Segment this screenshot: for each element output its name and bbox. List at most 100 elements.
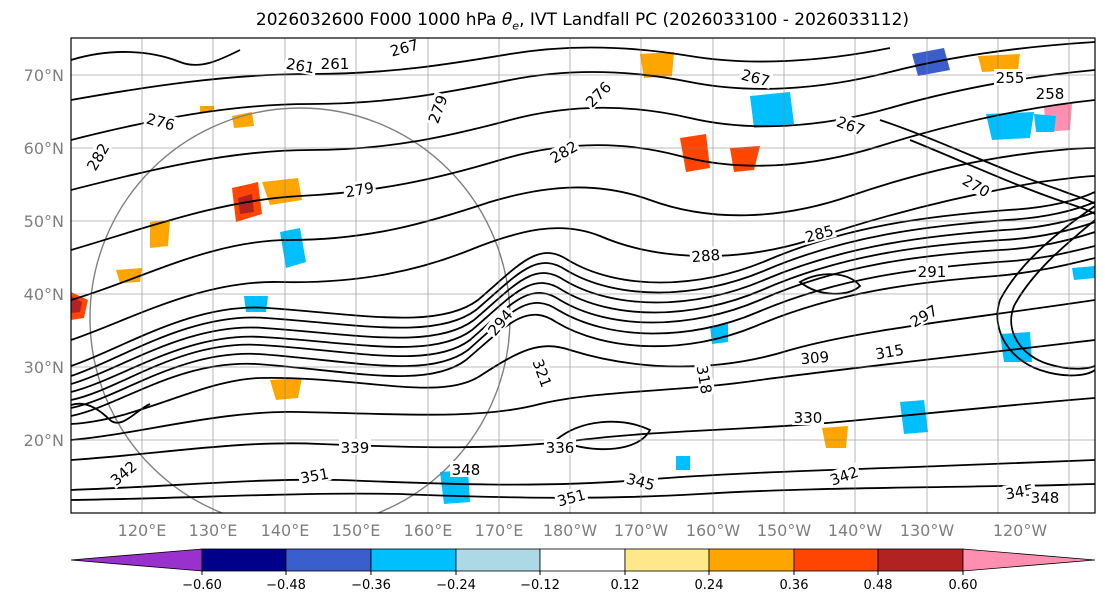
anomaly-patch [900,400,928,434]
contour-label: 258 [1036,85,1065,103]
graticule [71,38,1095,513]
contour-line [1010,219,1095,370]
contour-label-background [798,347,832,367]
contour-line [71,339,1095,441]
contour-label: 318 [693,364,716,395]
contour-line [71,175,1095,341]
anomaly-patch [232,112,254,128]
contour-label: 348 [1031,489,1060,507]
contour-label: 348 [452,461,481,479]
contour-line [71,46,891,101]
contour-line [71,41,1095,141]
lat-label: 50°N [24,212,64,231]
contour-line [71,49,241,66]
contour-label: 336 [546,439,575,457]
contour-label: 261 [285,55,316,78]
anomaly-patch [150,220,170,248]
lon-label: 150°E [332,521,381,540]
contour-label-background [529,355,556,391]
contour-label-background [339,439,371,455]
colorbar-tick-label: −0.36 [351,578,391,593]
contour-line [71,221,1095,393]
anomaly-patch [270,378,302,400]
lon-label: 160°W [686,521,741,540]
contour-line [71,483,1095,501]
contour-label-background [545,136,582,167]
contour-line [71,299,1095,425]
contour-label-background [105,456,141,490]
map-title: 2026032600 F000 1000 hPa θe, IVT Landfal… [0,10,1105,32]
colorbar [70,548,1096,572]
contour-label-background [319,55,351,71]
title-subscript: e [512,19,520,33]
anomaly-patch [1034,114,1056,132]
colorbar-ticks: −0.60 −0.48 −0.36 −0.24 −0.12 0.12 0.24 0.36 0.4… [182,571,977,593]
contour-label: 339 [341,439,370,457]
contour-label: 345 [1004,481,1035,504]
contour-line [554,420,652,451]
anomaly-patch [200,106,214,112]
lat-label: 30°N [24,358,64,377]
lat-axis: 70°N 60°N 50°N 40°N 30°N 20°N [24,66,64,450]
colorbar-tick-label: −0.24 [436,578,476,593]
contour-label-background [905,300,942,331]
lon-label: 120°E [118,521,167,540]
contour-line [71,191,1095,367]
contour-label-background [143,109,179,133]
contour-label-background [623,469,659,493]
colorbar-segment [201,548,287,572]
anomaly-patch [1000,332,1032,362]
anomaly-patch [238,194,254,214]
contour-line [71,99,1095,251]
lat-label: 60°N [24,139,64,158]
lon-label: 170°W [614,521,669,540]
contour-label-background [580,76,615,111]
contour-label: 267 [388,36,420,61]
colorbar-segment [370,548,457,572]
contour-label-background [544,439,576,455]
contour-label-background [792,409,824,425]
contour-label-background [801,221,837,245]
contour-label: 255 [996,69,1025,87]
colorbar-tick-label: 0.36 [780,578,809,593]
anomaly-patch [244,296,268,312]
colorbar-segment [455,548,541,572]
contour-label-background [738,65,774,89]
contour-label-background [553,485,589,509]
contour-line [71,201,1095,377]
lon-label: 170°E [475,521,524,540]
colorbar-segment [285,548,372,572]
lon-label: 130°W [900,521,955,540]
contour-label: 261 [321,55,350,73]
lon-label: 120°W [993,521,1048,540]
contour-label-background [450,461,482,477]
colorbar-segment [877,548,964,572]
contour-label-background [1002,480,1037,502]
colorbar-segment [708,548,795,572]
contour-label-background [283,54,318,76]
contour-line [71,147,1095,301]
contour-label-background [297,464,332,486]
contour-label-background [82,138,113,175]
lon-label: 180°W [543,521,598,540]
lat-label: 40°N [24,285,64,304]
contour-label-background [689,245,723,265]
contour-label: 315 [874,341,905,364]
colorbar-tick-label: 0.60 [949,578,978,593]
anomaly-patch [676,456,690,470]
anomaly-patch [680,134,710,172]
lon-label: 150°W [757,521,812,540]
contour-line [71,231,1095,401]
lat-label: 20°N [24,431,64,450]
colorbar-tick-label: −0.60 [182,578,222,593]
contour-label: 309 [800,348,830,368]
anomaly-patch [822,426,848,448]
contour-line [879,119,1095,205]
anomaly-patch [280,228,306,268]
contour-label-background [1034,85,1066,101]
lon-label: 130°E [189,521,238,540]
anomaly-patch [978,54,1020,72]
theta-e-contours [71,41,1095,501]
anomaly-patch [640,52,674,78]
